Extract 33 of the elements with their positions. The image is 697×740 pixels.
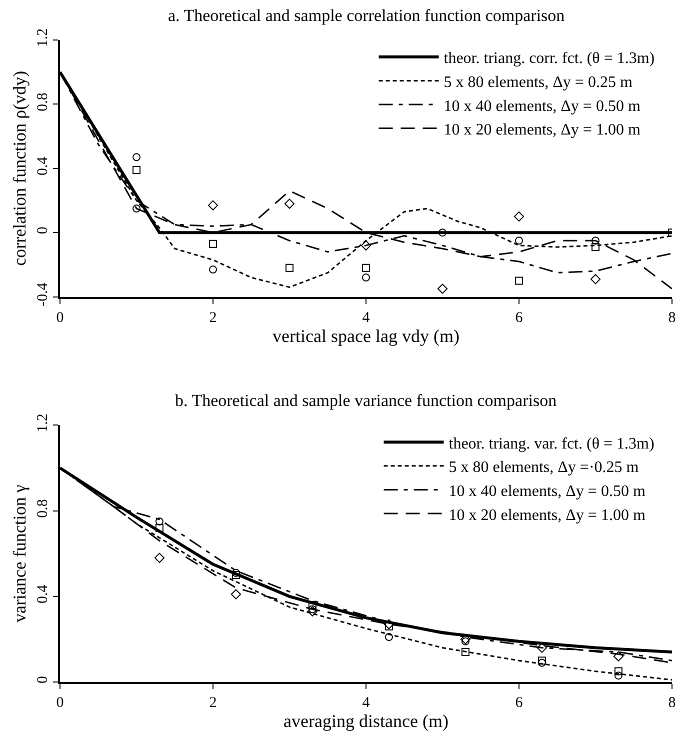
x-tick-label: 2 xyxy=(209,310,217,326)
chart-title: a. Theoretical and sample correlation function comparison xyxy=(168,6,566,25)
x-tick-label: 6 xyxy=(515,310,524,326)
y-axis-title: variance function γ xyxy=(10,484,30,623)
y-tick-label: 0 xyxy=(35,226,51,234)
legend-label: 10 x 20 elements, Δy = 1.00 m xyxy=(444,122,641,139)
x-tick-label: 8 xyxy=(668,695,676,711)
x-tick-label: 4 xyxy=(362,695,370,711)
legend-label: 5 x 80 elements, Δy = 0.25 m xyxy=(444,74,633,91)
legend-label: 10 x 40 elements, Δy = 0.50 m xyxy=(444,98,641,115)
x-tick-label: 4 xyxy=(362,310,370,326)
x-tick-label: 2 xyxy=(209,695,217,711)
legend-label: theor. triang. var. fct. (θ = 1.3m) xyxy=(448,435,654,452)
legend-label: 10 x 40 elements, Δy = 0.50 m xyxy=(448,482,646,500)
legend-label: 10 x 20 elements, Δy = 1.00 m xyxy=(448,506,646,524)
x-axis-title: vertical space lag vdy (m) xyxy=(272,326,460,346)
legend-label: 5 x 80 elements, Δy =·0.25 m xyxy=(448,459,640,476)
x-tick-label: 0 xyxy=(56,695,64,711)
y-tick-label: 1.2 xyxy=(35,28,51,48)
x-tick-label: 6 xyxy=(515,695,524,711)
x-tick-label: 8 xyxy=(668,310,676,326)
chart-title: b. Theoretical and sample variance function comparison xyxy=(175,391,558,410)
x-axis-title: averaging distance (m) xyxy=(284,711,448,731)
x-tick-label: 0 xyxy=(56,310,64,326)
y-tick-label: 1.2 xyxy=(35,414,51,432)
y-axis-title: correlation function ρ(vdy) xyxy=(10,70,30,266)
y-tick-label: 0.8 xyxy=(35,499,51,518)
y-tick-label: 0.4 xyxy=(35,156,51,176)
y-tick-label: -0.4 xyxy=(35,282,51,306)
y-tick-label: 0.8 xyxy=(35,92,51,112)
y-tick-label: 0 xyxy=(35,676,51,684)
y-tick-label: 0.4 xyxy=(35,584,51,604)
legend-label: theor. triang. corr. fct. (θ = 1.3m) xyxy=(444,50,655,68)
